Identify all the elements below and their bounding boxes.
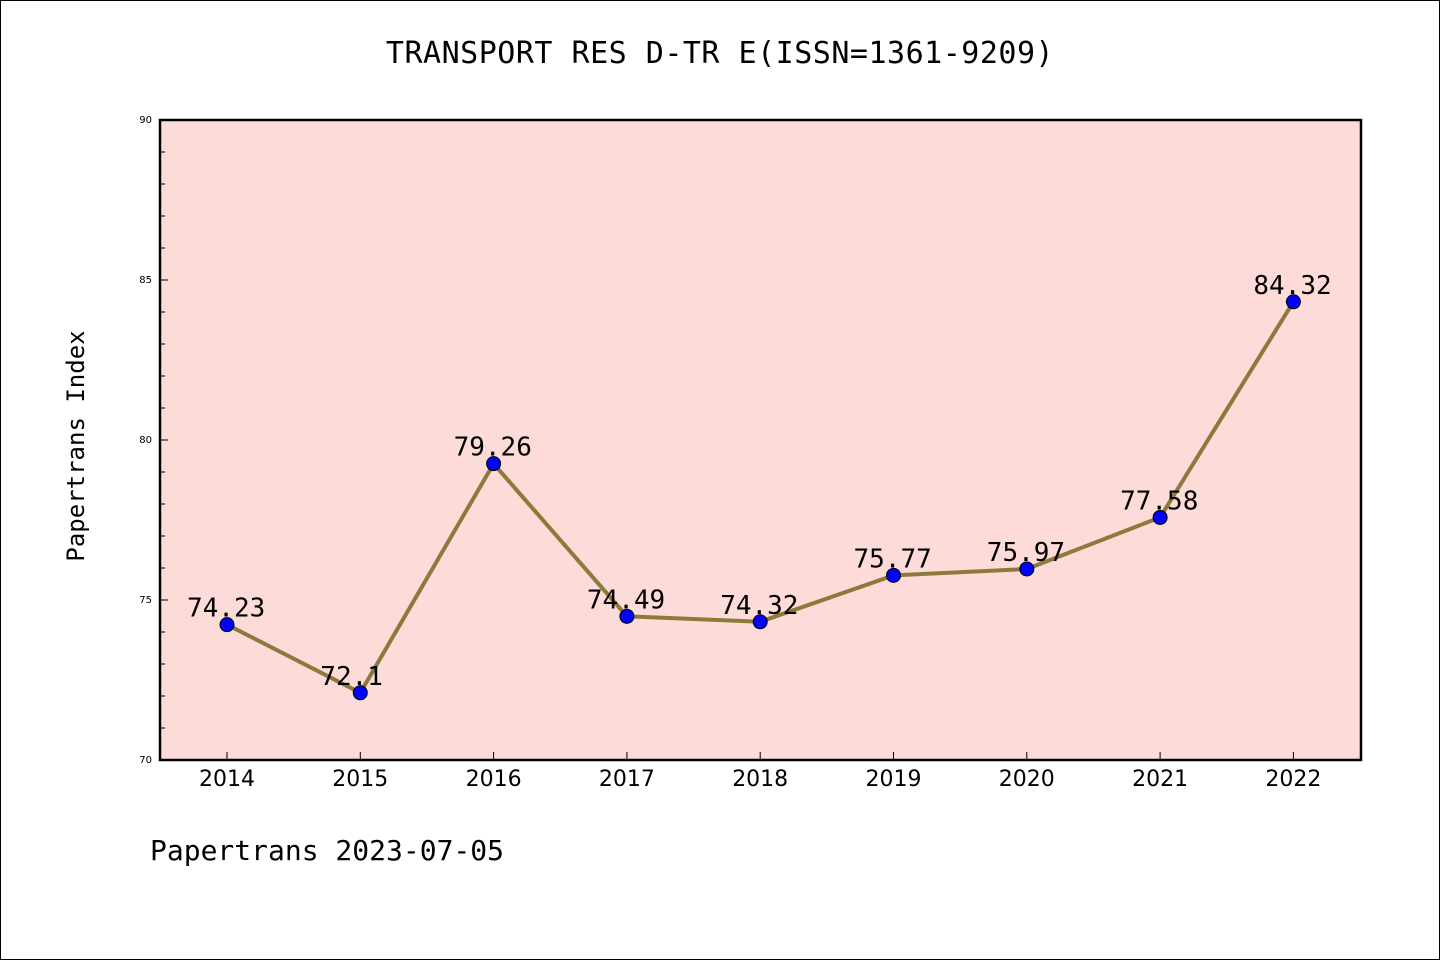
data-label: 75.77 — [854, 544, 932, 574]
data-label: 74.23 — [187, 594, 265, 624]
data-point — [486, 456, 502, 472]
data-point — [219, 617, 235, 633]
data-label: 72.1 — [320, 662, 383, 692]
x-tick-label: 2018 — [732, 767, 788, 792]
data-label: 77.58 — [1120, 486, 1198, 516]
y-tick-label: 70 — [139, 755, 152, 766]
x-tick-label: 2022 — [1265, 767, 1321, 792]
x-tick-label: 2019 — [866, 767, 922, 792]
data-label: 84.32 — [1253, 271, 1331, 301]
data-point — [752, 614, 768, 630]
data-label: 74.32 — [720, 591, 798, 621]
x-tick-label: 2021 — [1132, 767, 1188, 792]
x-tick-label: 2015 — [332, 767, 388, 792]
x-tick-label: 2020 — [999, 767, 1055, 792]
chart-title: TRANSPORT RES D-TR E(ISSN=1361-9209) — [385, 36, 1055, 71]
data-point — [619, 608, 635, 624]
plot-area — [160, 120, 1361, 760]
x-tick-label: 2016 — [466, 767, 522, 792]
data-point — [1152, 509, 1168, 525]
x-axis: 2014 2015 2016 2017 2018 2019 2020 2021 2022 — [199, 752, 1321, 792]
data-label: 75.97 — [987, 538, 1065, 568]
data-point — [1285, 294, 1301, 310]
data-labels: 74.23 72.1 79.26 74.49 74.32 75.77 75.97 77.58 8… — [187, 271, 1332, 692]
y-tick-label: 85 — [139, 275, 152, 286]
data-markers — [219, 294, 1301, 701]
data-label: 74.49 — [587, 585, 665, 615]
data-point — [352, 685, 368, 701]
y-tick-label: 90 — [139, 115, 152, 126]
footer-text: Papertrans 2023-07-05 — [150, 834, 505, 867]
plot-border — [158, 118, 1363, 762]
y-tick-label: 80 — [139, 435, 152, 446]
y-tick-label: 75 — [139, 595, 152, 606]
data-point — [1019, 561, 1035, 577]
data-label: 79.26 — [454, 433, 532, 463]
x-tick-label: 2017 — [599, 767, 655, 792]
data-point — [886, 567, 901, 583]
x-tick-label: 2014 — [199, 767, 255, 792]
